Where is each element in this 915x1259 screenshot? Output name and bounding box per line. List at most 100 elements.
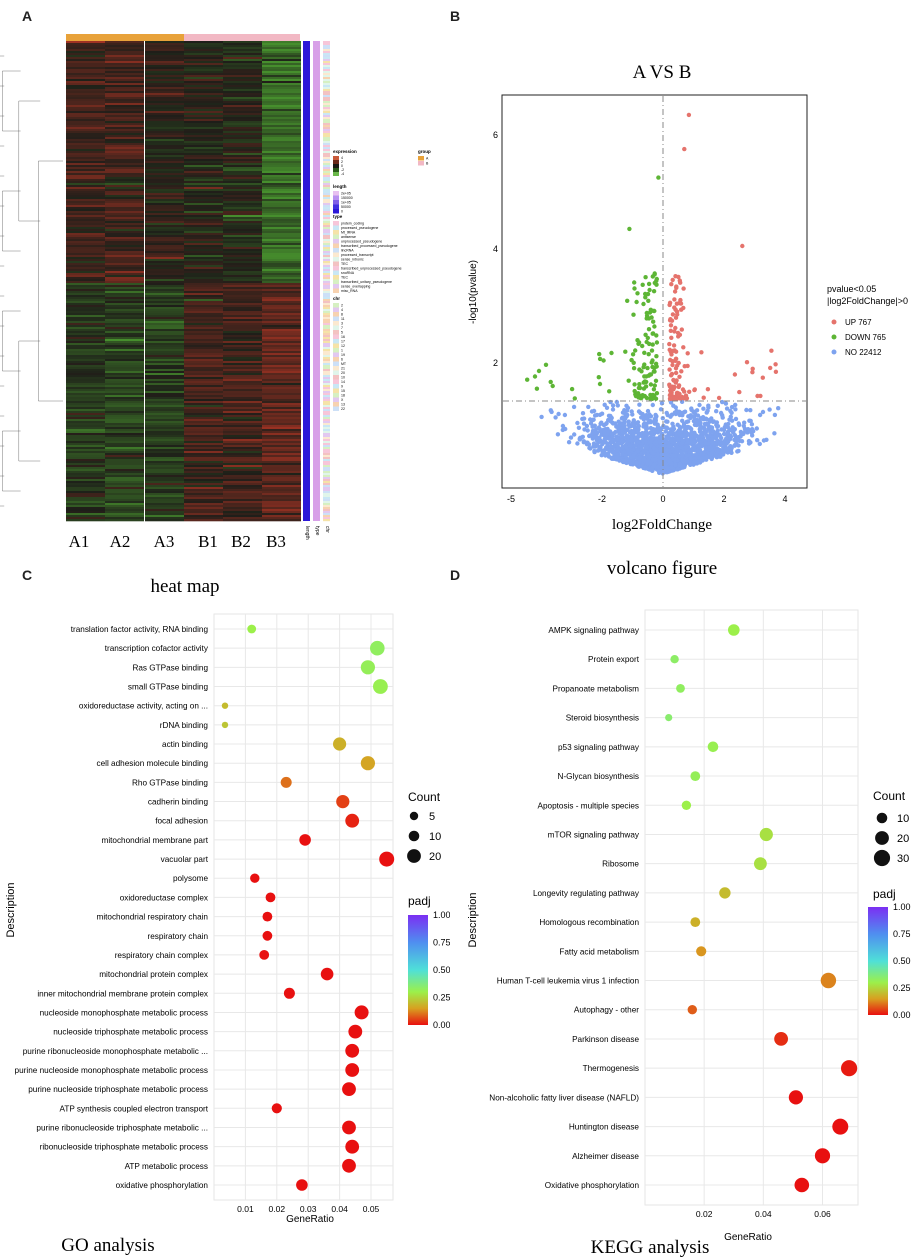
- heatmap-cell: [223, 175, 262, 178]
- heatmap-cell: [262, 251, 301, 254]
- heatmap-cell: [66, 435, 105, 438]
- heatmap-cell: [105, 301, 144, 304]
- heatmap-cell: [145, 299, 184, 302]
- size-legend-label: 20: [897, 833, 909, 845]
- volcano-point-down: [525, 377, 530, 382]
- heatmap-cell: [184, 371, 223, 374]
- volcano-point-no: [701, 406, 706, 411]
- heatmap-cell: [66, 305, 105, 308]
- chr-annotation-cell: [323, 139, 330, 142]
- length-annotation-bar: [303, 41, 310, 521]
- heatmap-cell: [184, 307, 223, 310]
- heatmap-cell: [145, 147, 184, 150]
- data-point: [354, 1005, 369, 1020]
- heatmap-cell: [145, 359, 184, 362]
- volcano-point-no: [591, 408, 597, 414]
- heatmap-cell: [66, 191, 105, 194]
- heatmap-cell: [66, 399, 105, 402]
- heatmap-cell: [145, 101, 184, 104]
- volcano-point-no: [562, 412, 568, 418]
- volcano-point-no: [632, 424, 637, 429]
- chr-annotation-cell: [323, 511, 330, 514]
- heatmap-cell: [223, 191, 262, 194]
- heatmap-cell: [223, 211, 262, 214]
- heatmap-cell: [105, 319, 144, 322]
- volcano-point-no: [754, 426, 759, 431]
- heatmap-cell: [145, 65, 184, 68]
- heatmap-cell: [105, 181, 144, 184]
- heatmap-cell: [262, 375, 301, 378]
- volcano-point-no: [714, 441, 720, 447]
- heatmap-cell: [223, 83, 262, 86]
- heatmap-cell: [105, 61, 144, 64]
- chr-annotation-cell: [323, 369, 330, 372]
- heatmap-cell: [184, 495, 223, 498]
- chr-item: 22: [341, 407, 345, 411]
- heatmap-cell: [184, 105, 223, 108]
- heatmap-cell: [262, 201, 301, 204]
- heatmap-cell: [184, 341, 223, 344]
- heatmap-cell: [145, 87, 184, 90]
- volcano-point-no: [772, 431, 777, 436]
- data-point: [265, 892, 276, 903]
- heatmap-cell: [223, 207, 262, 210]
- heatmap-cell: [66, 71, 105, 74]
- heatmap-cell: [66, 85, 105, 88]
- heatmap-cell: [184, 245, 223, 248]
- heatmap-cell: [262, 381, 301, 384]
- heatmap-cell: [262, 165, 301, 168]
- heatmap-cell: [105, 405, 144, 408]
- x-tick-label: 0.05: [363, 1204, 380, 1214]
- volcano-point-up: [667, 318, 673, 323]
- heatmap-cell: [105, 53, 144, 56]
- heatmap-cell: [223, 269, 262, 272]
- heatmap-cell: [105, 513, 144, 516]
- heatmap-cell: [223, 435, 262, 438]
- heatmap-cell: [184, 447, 223, 450]
- heatmap-cell: [105, 481, 144, 484]
- heatmap-cell: [66, 231, 105, 234]
- heatmap-cell: [145, 201, 184, 204]
- chr-annotation-cell: [323, 155, 330, 158]
- heatmap-cell: [105, 269, 144, 272]
- chr-swatch: [333, 330, 339, 335]
- heatmap-cell: [262, 187, 301, 190]
- heatmap-cell: [145, 485, 184, 488]
- heatmap-cell: [262, 275, 301, 278]
- heatmap-cell: [66, 77, 105, 80]
- heatmap-cell: [262, 391, 301, 394]
- heatmap-cell: [145, 189, 184, 192]
- chr-annotation-cell: [323, 225, 330, 228]
- heatmap-cell: [262, 327, 301, 330]
- volcano-point-up: [672, 396, 677, 401]
- chr-annotation-cell: [323, 231, 330, 234]
- heatmap-cell: [223, 231, 262, 234]
- heatmap-cell: [184, 101, 223, 104]
- heatmap-cell: [105, 503, 144, 506]
- legend-up-dot: [831, 319, 837, 325]
- heatmap-cell: [145, 313, 184, 316]
- chr-item: 6: [341, 358, 343, 362]
- heatmap-cell: [66, 219, 105, 222]
- heatmap-cell: [262, 291, 301, 294]
- heatmap-cell: [184, 165, 223, 168]
- heatmap-cell: [145, 133, 184, 136]
- heatmap-cell: [184, 481, 223, 484]
- heatmap-cell: [105, 403, 144, 406]
- heatmap-cell: [262, 365, 301, 368]
- heatmap-cell: [66, 491, 105, 494]
- type-swatch: [333, 275, 339, 280]
- volcano-point-no: [677, 409, 682, 414]
- heatmap-cell: [66, 217, 105, 220]
- heatmap-cell: [66, 113, 105, 116]
- heatmap-cell: [184, 75, 223, 78]
- kegg-count-legend-title: Count: [873, 789, 906, 803]
- heatmap-cell: [145, 349, 184, 352]
- heatmap-cell: [105, 473, 144, 476]
- chr-annotation-cell: [323, 483, 330, 486]
- heatmap-cell: [105, 171, 144, 174]
- heatmap-cell: [66, 261, 105, 264]
- chr-annotation-cell: [323, 321, 330, 324]
- volcano-point-no: [698, 439, 703, 444]
